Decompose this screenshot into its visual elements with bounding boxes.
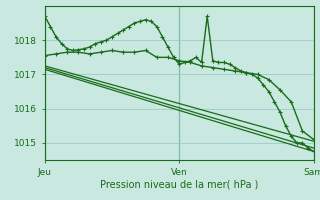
X-axis label: Pression niveau de la mer( hPa ): Pression niveau de la mer( hPa ) [100,179,258,189]
